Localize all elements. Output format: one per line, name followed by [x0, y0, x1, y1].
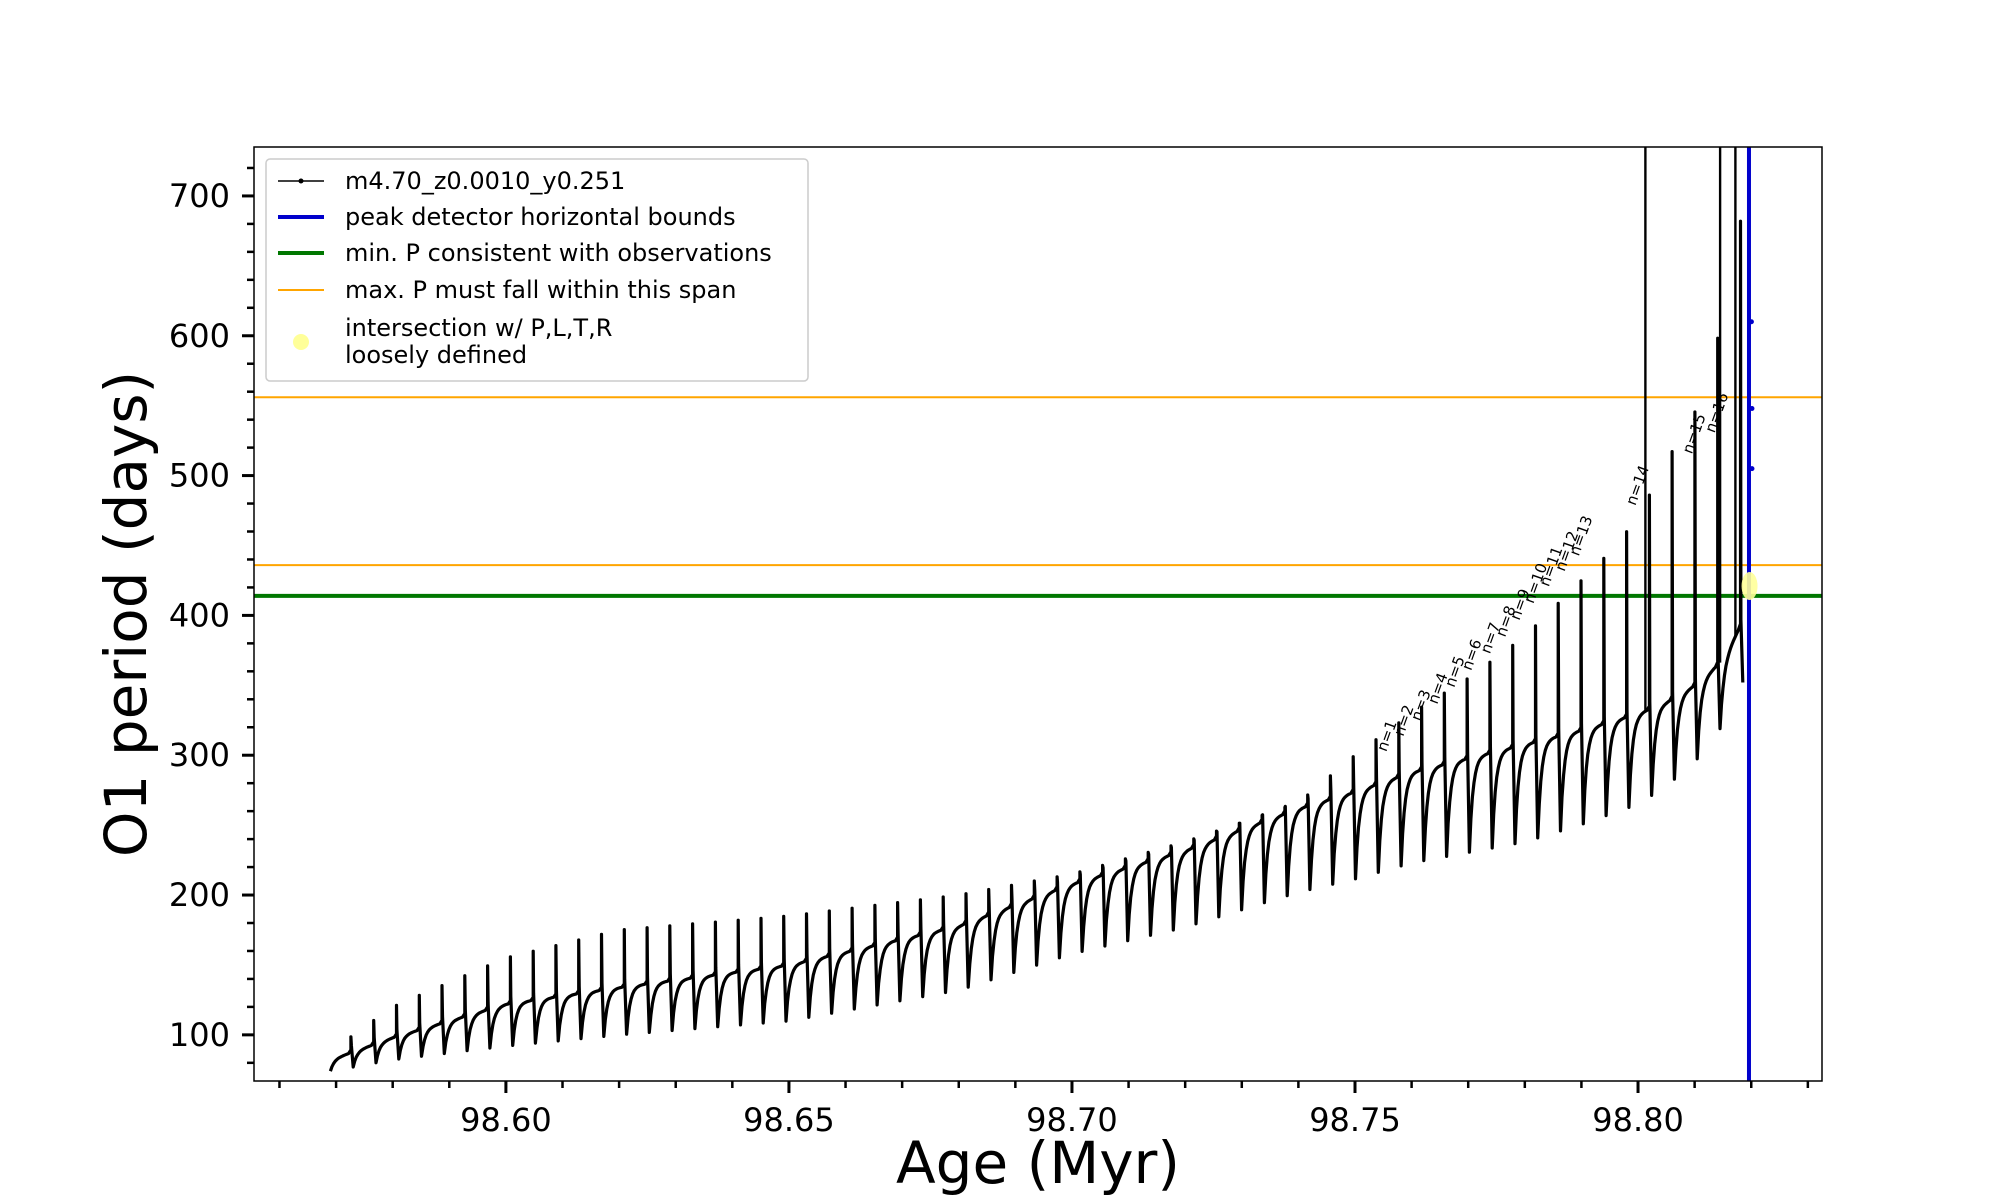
plot-area: [254, 147, 1822, 1081]
x-tick-label: 98.80: [1592, 1101, 1684, 1139]
legend-label: min. P consistent with observations: [345, 239, 772, 267]
legend-swatch-intersection: [293, 334, 309, 350]
legend-label: intersection w/ P,L,T,R: [345, 314, 612, 342]
evolution-track-line: [328, 219, 1745, 1072]
legend-swatch-marker: [298, 178, 304, 184]
axes: 98.60 98.65 98.70 98.75 98.80 100 200 300 400 500…: [169, 166, 1810, 1139]
y-tick-label: 200: [169, 876, 230, 914]
y-tick-label: 700: [169, 177, 230, 215]
legend-label: max. P must fall within this span: [345, 276, 736, 304]
y-tick-label: 400: [169, 596, 230, 634]
legend-label: peak detector horizontal bounds: [345, 203, 736, 231]
legend-label: m4.70_z0.0010_y0.251: [345, 167, 625, 195]
x-tick-label: 98.60: [460, 1101, 552, 1139]
x-tick-label: 98.75: [1309, 1101, 1401, 1139]
x-tick-label: 98.70: [1026, 1101, 1118, 1139]
x-tick-label: 98.65: [743, 1101, 835, 1139]
legend-box: [265, 158, 809, 382]
intersection-marker: [1741, 572, 1758, 601]
y-axis-label: O1 period (days): [92, 371, 160, 857]
y-tick-label: 100: [169, 1016, 230, 1054]
y-tick-label: 600: [169, 317, 230, 355]
legend-label: loosely defined: [345, 341, 527, 369]
y-tick-label: 500: [169, 457, 230, 495]
y-tick-label: 300: [169, 736, 230, 774]
x-axis-label: Age (Myr): [896, 1129, 1180, 1197]
